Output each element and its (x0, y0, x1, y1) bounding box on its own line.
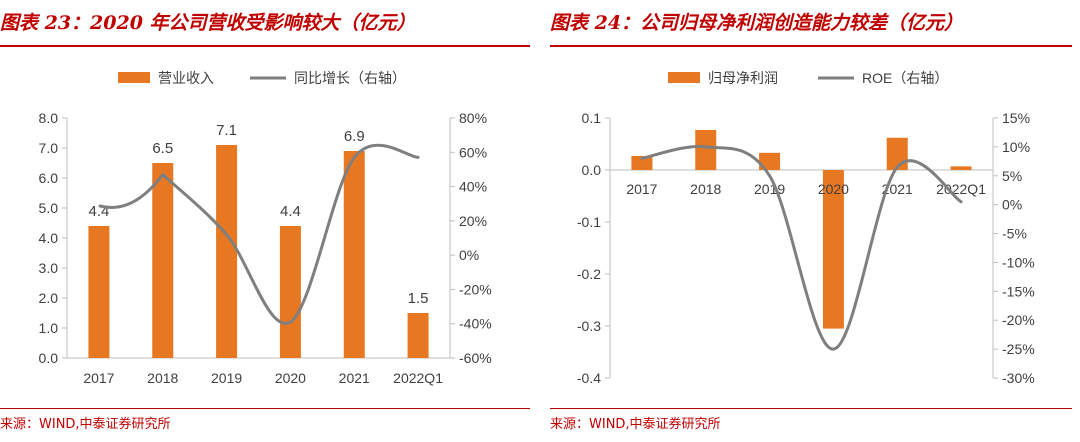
left-axis-tick-label: 5.0 (39, 200, 59, 216)
title-divider (550, 45, 1072, 47)
category-label: 2022Q1 (393, 370, 443, 386)
left-axis-tick-label: 1.0 (39, 320, 59, 336)
net-profit-chart: 归母净利润 ROE（右轴） -0.4 -0.3 -0.2 -0.1 0.0 0.1 -30% -2… (577, 70, 1035, 386)
left-axis-tick-label: 4.0 (39, 230, 59, 246)
revenue-chart: 营业收入 同比增长（右轴） 0.0 1.0 2.0 3.0 4.0 5.0 6.0 7.0 8.0 -… (39, 70, 492, 386)
right-axis-tick-label: -25% (1002, 341, 1035, 357)
chart-panel-net-profit: 图表 24：公司归母净利润创造能力较差（亿元） 归母净利润 ROE（右轴） -0.4… (550, 0, 1080, 442)
bar-2018 (695, 129, 717, 170)
right-axis-tick-label: 0% (1002, 197, 1022, 213)
category-label: 2022Q1 (936, 181, 986, 197)
left-axis-tick-label: 7.0 (39, 140, 59, 156)
chart-title: 图表 24：公司归母净利润创造能力较差（亿元） (550, 12, 964, 34)
bar-data-label: 7.1 (216, 122, 237, 139)
title-divider (0, 45, 530, 47)
right-axis-tick-label: 15% (1002, 110, 1030, 126)
bar-2017 (631, 155, 653, 170)
left-axis-tick-label: -0.3 (577, 318, 601, 334)
category-label: 2017 (83, 370, 114, 386)
right-axis-tick-label: -20% (1002, 312, 1035, 328)
right-axis-tick-label: 0% (459, 247, 479, 263)
left-axis-tick-label: 6.0 (39, 170, 59, 186)
category-label: 2020 (275, 370, 306, 386)
category-label: 2017 (626, 181, 657, 197)
legend-swatch-bar (668, 72, 700, 83)
left-axis-tick-label: -0.1 (577, 214, 601, 230)
category-label: 2019 (754, 181, 785, 197)
bar-data-label: 1.5 (408, 290, 429, 307)
bar-2020 (279, 226, 301, 358)
bar-2020 (822, 170, 844, 329)
left-axis-tick-label: 8.0 (39, 110, 59, 126)
bar-2017 (88, 226, 110, 358)
source-divider (0, 408, 530, 409)
bar-data-label: 4.4 (280, 203, 301, 220)
left-axis-tick-label: -0.4 (577, 370, 601, 386)
bar-2018 (152, 163, 174, 358)
legend-label-line: ROE（右轴） (862, 70, 948, 86)
right-axis-tick-label: 5% (1002, 168, 1022, 184)
chart-title: 图表 23：2020 年公司营收受影响较大（亿元） (0, 12, 416, 34)
bar-data-label: 6.5 (152, 140, 173, 157)
category-label: 2018 (690, 181, 721, 197)
right-axis-tick-label: 20% (459, 213, 487, 229)
bar-2022Q1 (407, 313, 429, 358)
legend-swatch-bar (118, 72, 150, 83)
left-axis-tick-label: 2.0 (39, 290, 59, 306)
bar-data-label: 6.9 (344, 128, 365, 145)
right-axis-tick-label: 10% (1002, 139, 1030, 155)
right-axis-tick-label: 80% (459, 110, 487, 126)
source-note: 来源：WIND,中泰证券研究所 (550, 417, 721, 432)
source-note: 来源：WIND,中泰证券研究所 (0, 417, 171, 432)
line-series-ROE（右轴） (640, 144, 963, 351)
right-axis-tick-label: 40% (459, 179, 487, 195)
category-label: 2020 (818, 181, 849, 197)
right-axis-tick-label: -40% (459, 316, 492, 332)
right-axis-tick-label: 60% (459, 144, 487, 160)
bar-2021 (343, 151, 365, 358)
right-axis-tick-label: -60% (459, 350, 492, 366)
left-axis-tick-label: 0.1 (582, 110, 602, 126)
right-axis-tick-label: -5% (1002, 226, 1027, 242)
legend-label-bar: 营业收入 (158, 70, 214, 86)
right-axis-tick-label: -15% (1002, 283, 1035, 299)
left-axis-tick-label: 0.0 (582, 162, 602, 178)
legend-label-bar: 归母净利润 (708, 70, 778, 86)
category-label: 2019 (211, 370, 242, 386)
source-divider (550, 408, 1072, 409)
bar-2019 (759, 152, 781, 170)
left-axis-tick-label: 3.0 (39, 260, 59, 276)
chart-panel-revenue: 图表 23：2020 年公司营收受影响较大（亿元） 营业收入 同比增长（右轴） 0.… (0, 12, 530, 432)
left-axis-tick-label: 0.0 (39, 350, 59, 366)
bar-2022Q1 (950, 166, 972, 170)
right-axis-tick-label: -20% (459, 281, 492, 297)
left-axis-tick-label: -0.2 (577, 266, 601, 282)
line-series-同比增长（右轴） (98, 143, 420, 325)
legend-label-line: 同比增长（右轴） (294, 70, 406, 86)
right-axis-tick-label: -30% (1002, 370, 1035, 386)
category-label: 2018 (147, 370, 178, 386)
bar-2019 (216, 145, 238, 358)
right-axis-tick-label: -10% (1002, 254, 1035, 270)
category-label: 2021 (339, 370, 370, 386)
